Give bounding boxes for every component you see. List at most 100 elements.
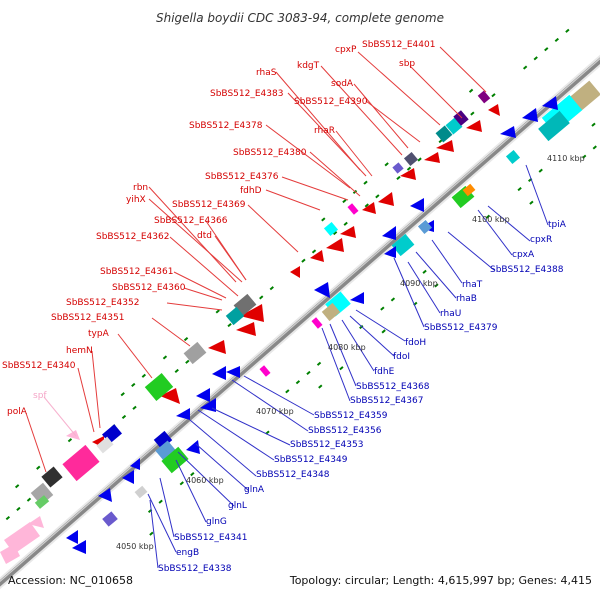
- gc-marker: [592, 145, 597, 150]
- gc-marker: [120, 392, 125, 397]
- gene-label[interactable]: SbBS512_E4349: [274, 455, 348, 465]
- gene-label[interactable]: SbBS512_E4360: [112, 283, 186, 293]
- gc-marker: [295, 380, 301, 385]
- gene-arrow[interactable]: [240, 304, 264, 322]
- gene-label[interactable]: fdhE: [374, 367, 395, 377]
- gene-arrow[interactable]: [362, 202, 376, 214]
- kbp-ticks: 4050 kbp 4060 kbp 4070 kbp 4080 kbp 4090…: [116, 154, 585, 551]
- gc-marker: [149, 531, 154, 536]
- gc-marker: [422, 269, 427, 274]
- gene-label[interactable]: sbp: [399, 59, 415, 69]
- gene-label[interactable]: glnL: [228, 501, 247, 511]
- gene-arrow[interactable]: [424, 152, 440, 163]
- reverse-labels: tpiA cpxR cpxA SbBS512_E4388 rhaT rhaB r…: [158, 220, 567, 574]
- gene-label[interactable]: yihX: [126, 195, 146, 205]
- gc-marker: [396, 175, 401, 180]
- gc-marker: [321, 217, 326, 222]
- gene-label[interactable]: fdoI: [393, 352, 410, 362]
- gene-label[interactable]: SbBS512_E4379: [424, 323, 498, 333]
- gene-arrow[interactable]: [466, 120, 482, 132]
- gene-label[interactable]: rhaR: [314, 126, 335, 136]
- gene-label[interactable]: SbBS512_E4380: [233, 148, 307, 158]
- gene-label[interactable]: SbBS512_E4352: [66, 298, 139, 308]
- gene-label[interactable]: sodA: [331, 79, 354, 89]
- gene-label[interactable]: SbBS512_E4338: [158, 564, 232, 574]
- gene-label[interactable]: SbBS512_E4390: [294, 97, 368, 107]
- gc-marker: [158, 499, 163, 504]
- gc-marker: [390, 297, 396, 302]
- gene-label[interactable]: cpxP: [335, 45, 357, 55]
- gene-label[interactable]: SbBS512_E4351: [51, 313, 124, 323]
- gene-label[interactable]: engB: [176, 548, 199, 558]
- gene-arrow[interactable]: [290, 266, 300, 278]
- gene-label[interactable]: rhaB: [456, 294, 477, 304]
- map-title: Shigella boydii CDC 3083-94, complete ge…: [156, 11, 444, 25]
- gc-marker: [343, 221, 348, 226]
- gene-label[interactable]: glnG: [206, 517, 227, 527]
- gene-label[interactable]: rbn: [133, 183, 148, 193]
- kbp-tick: 4070 kbp: [256, 407, 294, 416]
- gc-marker: [285, 389, 290, 394]
- gene-label[interactable]: fdoH: [405, 338, 426, 348]
- gene-arrow[interactable]: [436, 140, 454, 152]
- gene-label[interactable]: cpxA: [512, 250, 535, 260]
- gene-label[interactable]: SbBS512_E4353: [290, 440, 363, 450]
- gene-label[interactable]: SbBS512_E4383: [210, 89, 283, 99]
- gene-arrow[interactable]: [378, 192, 394, 206]
- gene-label[interactable]: spf: [33, 391, 47, 401]
- gc-marker: [538, 168, 543, 173]
- gene-label[interactable]: kdgT: [297, 61, 320, 71]
- gene-arrow[interactable]: [340, 226, 356, 238]
- gene-label[interactable]: hemN: [66, 346, 93, 356]
- gene-label[interactable]: SbBS512_E4376: [205, 172, 279, 182]
- gene-label[interactable]: SbBS512_E4362: [96, 232, 169, 242]
- gene-arrow[interactable]: [400, 168, 416, 180]
- gene-label[interactable]: SbBS512_E4368: [356, 382, 430, 392]
- kbp-tick: 4090 kbp: [400, 279, 438, 288]
- forward-boxes: [0, 90, 491, 564]
- gc-marker: [311, 249, 317, 254]
- gc-marker: [269, 286, 274, 291]
- gene-label[interactable]: cpxR: [530, 235, 552, 245]
- gc-marker: [227, 322, 232, 328]
- gc-marker: [174, 368, 179, 374]
- gene-label[interactable]: fdhD: [240, 186, 262, 196]
- gc-marker: [375, 194, 380, 199]
- gene-label[interactable]: SbBS512_E4359: [314, 411, 388, 421]
- gc-marker: [359, 324, 364, 330]
- gene-label[interactable]: typA: [88, 329, 110, 339]
- gene-label[interactable]: SbBS512_E4378: [189, 121, 263, 131]
- gene-label[interactable]: SbBS512_E4388: [490, 265, 564, 275]
- gene-label[interactable]: SbBS512_E4361: [100, 267, 173, 277]
- accession-text: Accession: NC_010658: [8, 574, 133, 587]
- gene-label[interactable]: SbBS512_E4356: [308, 426, 382, 436]
- gene-label[interactable]: rhaS: [256, 68, 277, 78]
- gc-marker: [67, 438, 73, 443]
- gene-arrow[interactable]: [310, 250, 324, 262]
- gene-label[interactable]: glnA: [244, 485, 265, 495]
- gene-label[interactable]: SbBS512_E4348: [256, 470, 330, 480]
- gene-label[interactable]: SbBS512_E4341: [174, 533, 247, 543]
- forward-labels: SbBS512_E4401 cpxP sbp kdgT sodA SbBS512…: [2, 40, 435, 417]
- gene-arrow[interactable]: [236, 322, 256, 336]
- gene-arrow[interactable]: [326, 238, 344, 252]
- gene-label[interactable]: dtd: [197, 231, 212, 241]
- gene-label[interactable]: SbBS512_E4366: [154, 216, 228, 226]
- gene-arrow[interactable]: [208, 340, 226, 354]
- gc-marker: [16, 506, 21, 511]
- gene-arrow[interactable]: [488, 104, 500, 116]
- gc-marker: [380, 306, 385, 311]
- gc-marker: [332, 230, 338, 236]
- gene-arrow[interactable]: [160, 388, 180, 404]
- gene-label[interactable]: SbBS512_E4369: [172, 200, 246, 210]
- gene-label[interactable]: SbBS512_E4401: [362, 40, 435, 50]
- gc-marker: [364, 203, 369, 208]
- gc-marker: [434, 283, 439, 288]
- gene-label[interactable]: rhaT: [462, 280, 483, 290]
- gene-label[interactable]: SbBS512_E4340: [2, 361, 76, 371]
- gene-label[interactable]: tpiA: [548, 220, 567, 230]
- gene-label[interactable]: rhaU: [440, 309, 461, 319]
- gene-label[interactable]: polA: [7, 407, 28, 417]
- gc-marker: [406, 166, 412, 171]
- gene-label[interactable]: SbBS512_E4367: [350, 396, 423, 406]
